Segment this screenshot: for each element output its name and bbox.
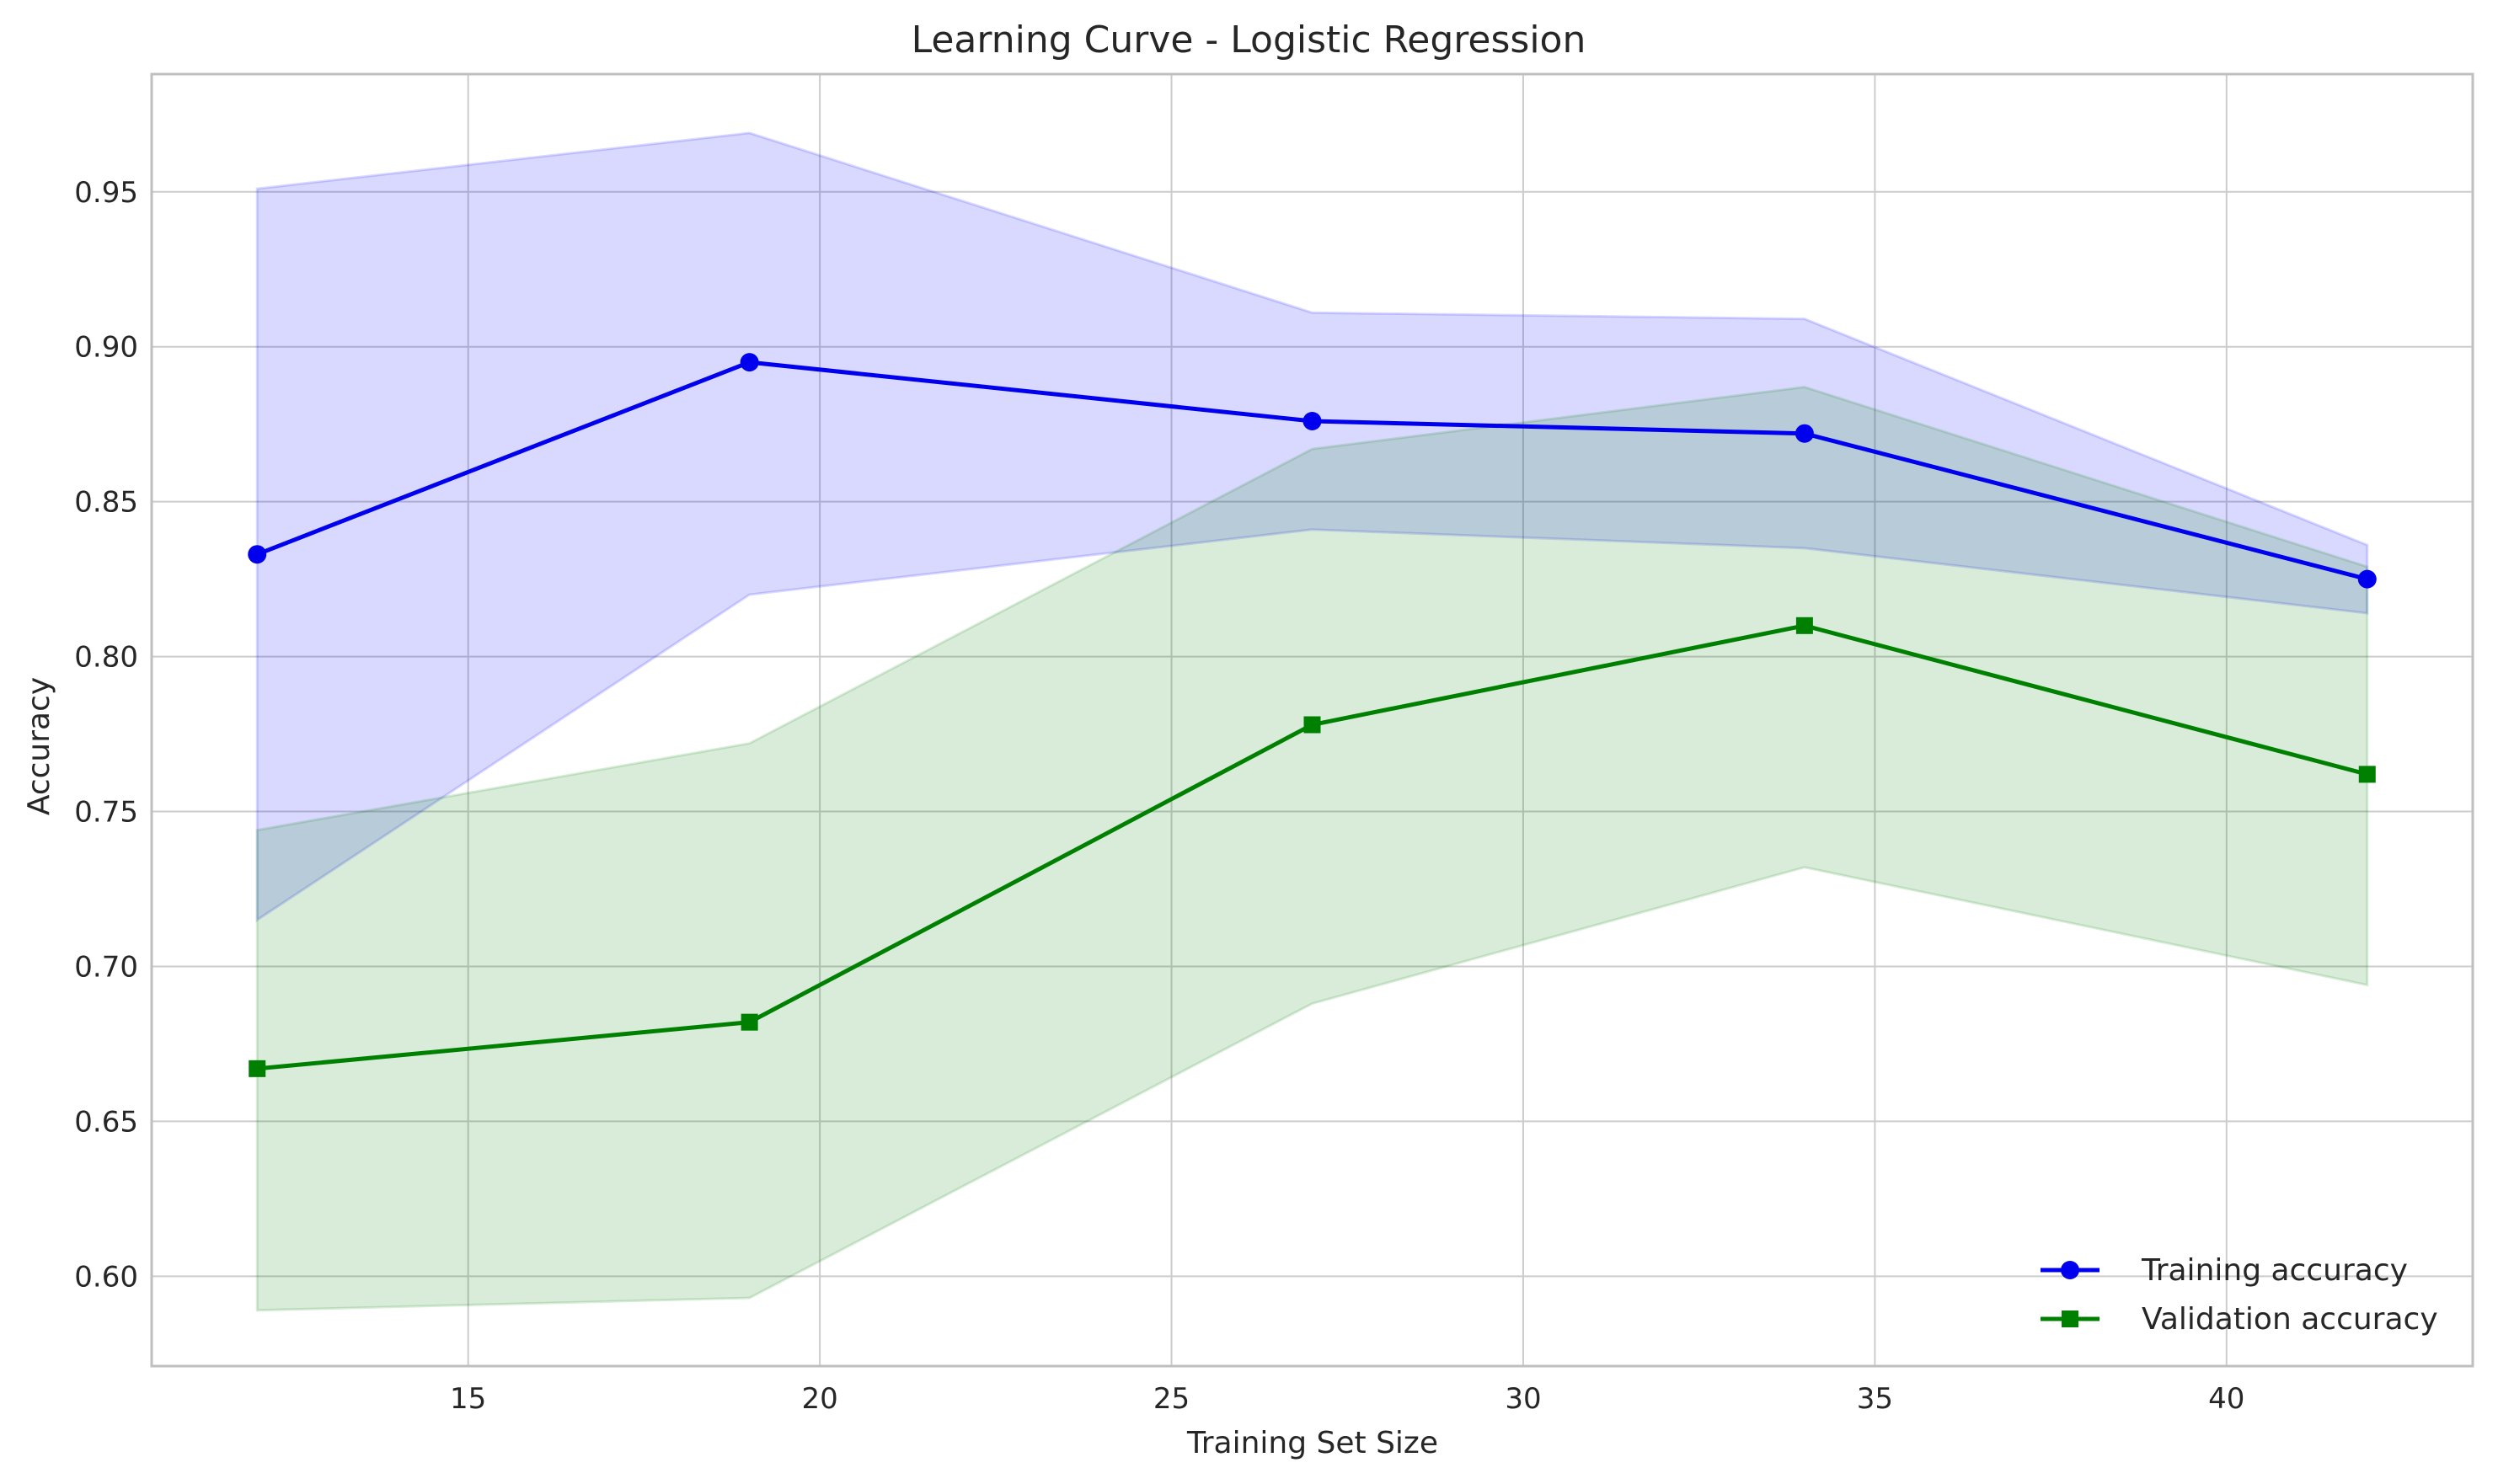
legend-label-0: Training accuracy [2141, 1253, 2408, 1288]
x-axis-label: Training Set Size [1186, 1426, 1438, 1460]
y-tick-label: 0.80 [74, 641, 138, 675]
confidence-band-1 [255, 386, 2369, 1312]
legend-marker-0 [2061, 1261, 2079, 1279]
x-tick-label: 25 [1153, 1382, 1190, 1416]
x-tick-label: 35 [1857, 1382, 1893, 1416]
data-point [1795, 424, 1814, 443]
data-point [1795, 617, 1813, 634]
data-point [249, 1060, 266, 1077]
data-point [2358, 766, 2376, 783]
y-tick-label: 0.60 [74, 1260, 138, 1294]
x-tick-label: 15 [450, 1382, 486, 1416]
chart-title: Learning Curve - Logistic Regression [912, 19, 1586, 61]
data-point [1302, 412, 1322, 431]
data-point [248, 545, 267, 564]
y-tick-label: 0.75 [74, 796, 138, 830]
plot-frame [150, 72, 2474, 1368]
y-tick-label: 0.90 [74, 331, 138, 365]
y-tick-label: 0.85 [74, 486, 138, 520]
data-point [2357, 569, 2377, 589]
confidence-band-0 [255, 131, 2369, 923]
data-point [1303, 716, 1321, 734]
x-tick-label: 20 [801, 1382, 837, 1416]
y-axis-label: Accuracy [22, 677, 56, 815]
y-tick-label: 0.95 [74, 176, 138, 210]
x-tick-label: 40 [2208, 1382, 2244, 1416]
data-point [740, 353, 759, 372]
data-point [741, 1013, 758, 1031]
plot-area: 15 20 25 30 35 40 0.60 0.65 0.70 0.75 0.80 0.85 0.90… [74, 72, 2474, 1416]
legend: Training accuracy Validation accuracy [2041, 1253, 2438, 1337]
legend-label-1: Validation accuracy [2142, 1302, 2438, 1337]
y-tick-label: 0.70 [74, 950, 138, 984]
y-tick-label: 0.65 [74, 1105, 138, 1139]
legend-marker-1 [2062, 1311, 2078, 1327]
x-tick-label: 30 [1505, 1382, 1541, 1416]
